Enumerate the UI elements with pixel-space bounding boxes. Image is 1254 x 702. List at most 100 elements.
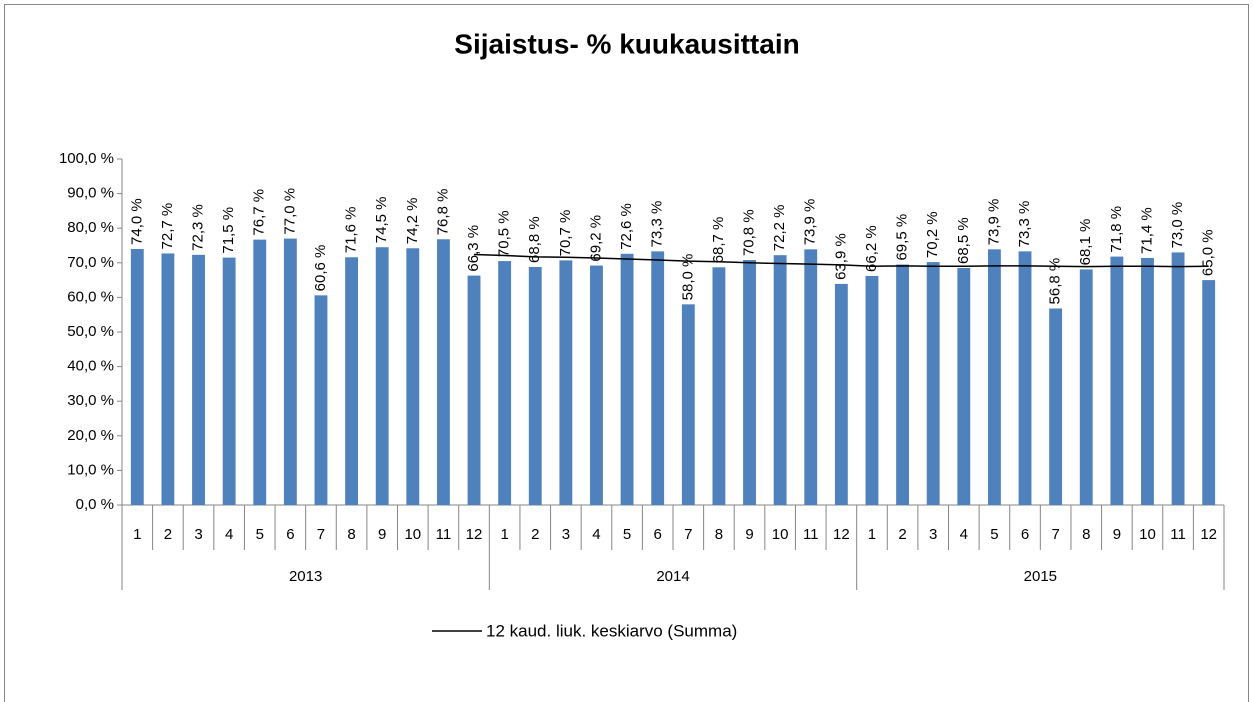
line xyxy=(474,253,1209,268)
value-label: 58,0 % xyxy=(679,254,696,301)
value-label: 65,0 % xyxy=(1200,229,1217,276)
bar xyxy=(1141,257,1154,505)
bar xyxy=(375,247,389,506)
value-label: 70,5 % xyxy=(496,210,513,257)
value-label: 70,2 % xyxy=(924,211,941,258)
value-label: 71,6 % xyxy=(343,207,360,254)
bar xyxy=(1110,256,1124,505)
bar xyxy=(161,253,175,505)
bar xyxy=(590,265,603,505)
x-tick-label: 6 xyxy=(654,526,662,543)
bar xyxy=(467,275,481,505)
value-label: 76,7 % xyxy=(251,189,268,236)
x-tick-label: 7 xyxy=(684,526,692,543)
x-tick-label: 12 xyxy=(1200,526,1217,543)
x-tick-label: 9 xyxy=(1113,526,1121,543)
value-label: 71,4 % xyxy=(1138,207,1155,254)
y-tick-label: 10,0 % xyxy=(67,461,114,478)
chart-title: Sijaistus- % kuukausittain xyxy=(454,28,799,59)
bar xyxy=(283,238,297,505)
bar xyxy=(681,304,695,505)
bar xyxy=(406,248,420,505)
bar xyxy=(896,264,910,505)
x-tick-label: 4 xyxy=(225,526,233,543)
y-tick-label: 20,0 % xyxy=(67,427,114,444)
bar xyxy=(712,267,726,505)
bar xyxy=(1202,280,1216,505)
value-label: 73,3 % xyxy=(1016,201,1033,248)
x-tick-label: 2 xyxy=(531,526,539,543)
bar xyxy=(773,255,787,505)
bar xyxy=(253,239,267,506)
x-tick-label: 11 xyxy=(1170,526,1186,543)
bar xyxy=(528,266,542,505)
bar xyxy=(130,248,144,505)
value-label: 73,3 % xyxy=(649,201,666,248)
bar xyxy=(620,253,634,505)
bar xyxy=(1049,308,1063,505)
bar xyxy=(345,257,359,505)
legend-label: 12 kaud. liuk. keskiarvo (Summa) xyxy=(486,621,737,640)
value-label: 72,3 % xyxy=(189,204,206,251)
y-tick-label: 80,0 % xyxy=(67,219,114,236)
x-tick-label: 12 xyxy=(466,526,483,543)
x-tick-label: 5 xyxy=(623,526,631,543)
value-label: 56,8 % xyxy=(1047,258,1064,305)
value-label: 70,8 % xyxy=(740,209,757,256)
x-tick-label: 8 xyxy=(715,526,723,543)
x-tick-label: 9 xyxy=(378,526,386,543)
value-label: 70,7 % xyxy=(557,210,574,257)
x-tick-label: 3 xyxy=(929,526,937,543)
value-label: 73,9 % xyxy=(802,199,819,246)
x-tick-label: 6 xyxy=(286,526,294,543)
value-label: 74,5 % xyxy=(373,197,390,244)
bar xyxy=(314,295,328,505)
x-tick-label: 2 xyxy=(898,526,906,543)
value-label: 77,0 % xyxy=(281,188,298,235)
value-label: 74,2 % xyxy=(404,198,421,245)
bar xyxy=(804,249,818,505)
value-label: 72,6 % xyxy=(618,203,635,250)
bar xyxy=(865,275,879,505)
bar xyxy=(1171,252,1185,505)
bar xyxy=(926,262,940,505)
group-label: 2014 xyxy=(656,568,689,585)
y-tick-label: 0,0 % xyxy=(76,496,114,513)
x-tick-label: 5 xyxy=(990,526,998,543)
bar xyxy=(222,257,236,505)
x-tick-label: 10 xyxy=(1139,526,1156,543)
y-tick-label: 100,0 % xyxy=(59,150,114,167)
value-label: 66,2 % xyxy=(863,225,880,272)
value-label: 69,5 % xyxy=(894,214,911,261)
bar xyxy=(498,261,512,505)
x-tick-label: 10 xyxy=(772,526,789,543)
value-label: 76,8 % xyxy=(434,189,451,236)
x-tick-label: 8 xyxy=(1082,526,1090,543)
x-tick-label: 1 xyxy=(500,526,508,543)
x-tick-label: 1 xyxy=(133,526,141,543)
x-tick-label: 4 xyxy=(960,526,968,543)
x-tick-label: 1 xyxy=(868,526,876,543)
bar xyxy=(559,260,573,505)
value-label: 63,9 % xyxy=(832,233,849,280)
x-tick-label: 7 xyxy=(317,526,325,543)
value-label: 66,3 % xyxy=(465,225,482,272)
y-tick-label: 30,0 % xyxy=(67,392,114,409)
bar xyxy=(651,251,665,505)
x-tick-label: 9 xyxy=(745,526,753,543)
bar xyxy=(957,267,971,505)
x-tick-label: 6 xyxy=(1021,526,1029,543)
value-label: 73,9 % xyxy=(985,199,1002,246)
bar xyxy=(743,260,756,505)
value-label: 69,2 % xyxy=(587,215,604,262)
value-label: 73,0 % xyxy=(1169,202,1186,249)
value-label: 68,1 % xyxy=(1077,219,1094,266)
y-tick-label: 50,0 % xyxy=(67,323,114,340)
x-tick-label: 4 xyxy=(592,526,600,543)
x-tick-label: 3 xyxy=(194,526,202,543)
x-tick-label: 10 xyxy=(404,526,421,543)
value-label: 72,7 % xyxy=(159,203,176,250)
x-tick-label: 8 xyxy=(347,526,355,543)
x-tick-label: 7 xyxy=(1051,526,1059,543)
group-label: 2013 xyxy=(289,568,322,585)
